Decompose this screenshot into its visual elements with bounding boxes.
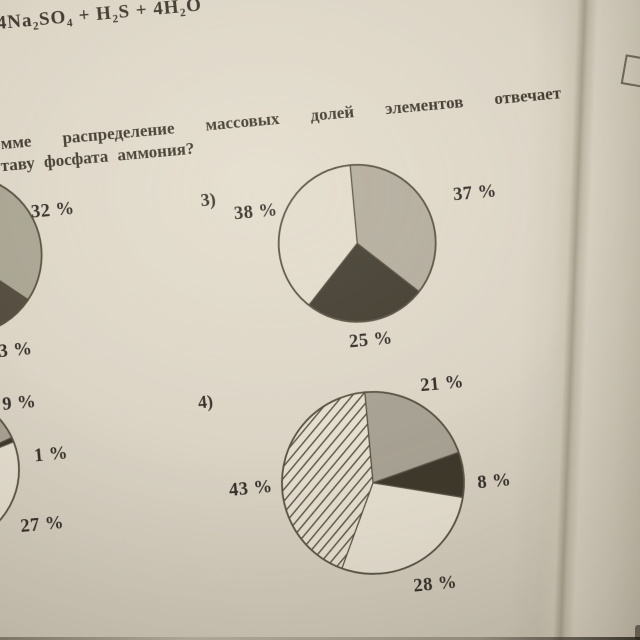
chart3-label-38: 38 %: [233, 200, 279, 225]
question-line-1: мме распределение массовых долей элемент…: [0, 83, 562, 154]
option4-number: 4): [197, 391, 214, 413]
chart1-label-3: 3 %: [0, 339, 34, 363]
chart4-label-21: 21 %: [419, 372, 465, 397]
chart4-label-8: 8 %: [476, 470, 513, 494]
option3-number: 3): [199, 189, 217, 211]
pie-chart-option2: [0, 392, 20, 547]
chart3-label-37: 37 %: [452, 181, 498, 206]
chart3-label-25: 25 %: [348, 328, 394, 353]
pie-chart-option4: [281, 390, 465, 575]
chart2-label-1: 1 %: [33, 443, 69, 467]
chart2-label-9: 9 %: [1, 392, 38, 416]
pie-chart-option3: [277, 163, 437, 323]
chart2-label-27: 27 %: [19, 513, 65, 537]
chart4-label-28: 28 %: [412, 572, 458, 597]
chart4-label-43: 43 %: [228, 477, 274, 501]
chart1-label-32: 32 %: [30, 198, 76, 223]
photo-bottom-edge: [0, 637, 640, 640]
pie-chart-option1: [0, 174, 43, 337]
photo-corner-shadow: [635, 625, 640, 640]
chemical-equation: 4Na₂SO₄ + H₂S + 4H₂O: [0, 0, 203, 35]
